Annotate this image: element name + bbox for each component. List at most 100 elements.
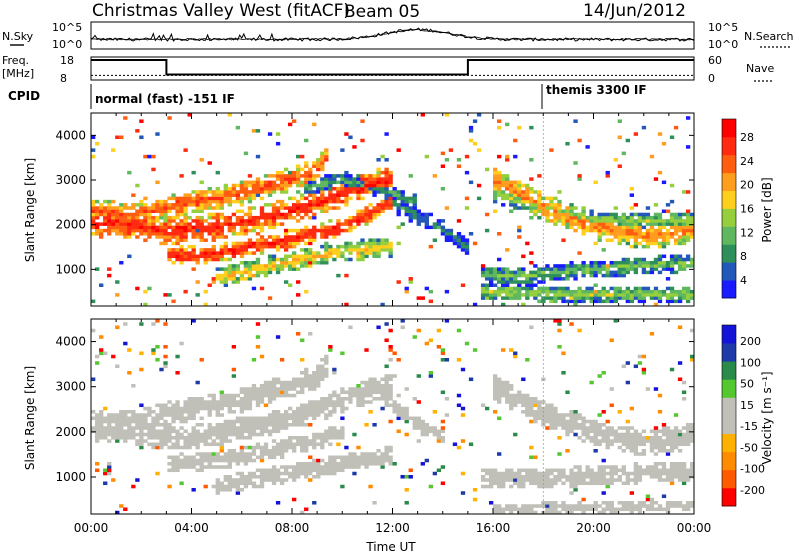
- velocity-cell: [565, 475, 570, 479]
- power-cell: [271, 183, 277, 188]
- velocity-cell: [195, 406, 200, 411]
- power-cell: [689, 293, 695, 297]
- velocity-cell: [573, 426, 578, 430]
- power-cell: [545, 196, 550, 201]
- power-cell: [404, 199, 409, 204]
- velocity-cell: [227, 419, 232, 424]
- velocity-cell: [191, 432, 196, 437]
- power-cell: [577, 174, 582, 178]
- power-cell: [183, 148, 188, 152]
- power-cell: [517, 196, 522, 201]
- velocity-cell: [107, 462, 112, 466]
- power-cell: [497, 293, 502, 297]
- velocity-cell: [271, 390, 277, 395]
- velocity-cell: [653, 475, 659, 479]
- velocity-cell: [235, 393, 241, 398]
- power-cell: [203, 193, 208, 197]
- power-cell: [296, 206, 301, 210]
- velocity-cell: [593, 436, 598, 440]
- power-cell: [320, 228, 325, 233]
- velocity-cell: [589, 436, 594, 440]
- power-cell: [271, 206, 277, 210]
- velocity-cell: [316, 364, 321, 369]
- power-cell: [637, 289, 643, 294]
- power-cell: [336, 199, 341, 204]
- velocity-cell: [360, 380, 365, 385]
- velocity-cell: [428, 484, 433, 489]
- power-cell: [308, 190, 313, 194]
- velocity-cell: [187, 403, 192, 408]
- power-cell: [219, 267, 224, 271]
- velocity-cell: [151, 423, 156, 427]
- power-cell: [589, 219, 594, 223]
- velocity-cell: [533, 478, 538, 482]
- power-cell: [625, 138, 630, 143]
- velocity-cell: [211, 458, 216, 463]
- power-cell: [195, 196, 200, 201]
- velocity-cell: [541, 400, 546, 404]
- velocity-colorbar-swatch: [722, 325, 736, 344]
- power-cell: [408, 277, 413, 281]
- velocity-cell: [669, 478, 675, 482]
- power-cell: [673, 270, 679, 275]
- velocity-cell: [569, 507, 574, 512]
- power-cell: [497, 257, 502, 262]
- power-cell: [231, 248, 237, 252]
- power-cell: [123, 219, 128, 223]
- power-cell: [340, 244, 345, 249]
- power-cell: [589, 222, 594, 226]
- power-cell: [235, 222, 241, 226]
- velocity-cell: [529, 413, 534, 417]
- velocity-colorbar-tick: 50: [740, 378, 754, 391]
- velocity-cell: [561, 504, 566, 508]
- power-cell: [320, 254, 325, 259]
- power-cell: [251, 180, 257, 185]
- velocity-cell: [199, 432, 204, 437]
- power-cell: [296, 241, 301, 246]
- power-cell: [669, 264, 675, 268]
- power-cell: [275, 177, 281, 181]
- power-cell: [581, 215, 586, 220]
- velocity-cell: [316, 436, 321, 440]
- power-cell: [215, 203, 220, 207]
- power-cell: [517, 125, 522, 130]
- velocity-cell: [609, 501, 614, 505]
- power-cell: [420, 219, 425, 223]
- power-cell: [581, 296, 586, 300]
- power-cell: [649, 222, 655, 226]
- power-cell: [549, 296, 554, 300]
- power-cell: [653, 235, 659, 239]
- power-cell: [529, 158, 534, 162]
- velocity-cell: [279, 384, 285, 388]
- velocity-cell: [521, 393, 526, 398]
- power-cell: [219, 190, 224, 194]
- velocity-cell: [677, 442, 683, 447]
- power-cell: [195, 209, 200, 214]
- velocity-cell: [493, 481, 498, 486]
- velocity-cell: [605, 481, 610, 486]
- power-cell: [468, 125, 474, 130]
- velocity-cell: [553, 504, 558, 508]
- velocity-cell: [589, 380, 594, 385]
- velocity-cell: [95, 416, 100, 421]
- velocity-cell: [368, 410, 373, 414]
- velocity-cell: [231, 400, 237, 404]
- velocity-cell: [661, 432, 667, 437]
- power-cell: [159, 215, 164, 220]
- power-cell: [308, 228, 313, 233]
- velocity-cell: [497, 377, 502, 382]
- velocity-cell: [529, 510, 534, 515]
- velocity-cell: [159, 416, 164, 421]
- velocity-cell: [605, 442, 610, 447]
- velocity-cell: [352, 452, 357, 456]
- power-cell: [239, 183, 245, 188]
- velocity-cell: [673, 504, 679, 508]
- power-cell: [255, 180, 261, 185]
- power-cell: [581, 219, 586, 223]
- velocity-cell: [368, 458, 373, 463]
- cpid-mode-themis: themis 3300 IF: [546, 83, 647, 97]
- velocity-cell: [677, 475, 683, 479]
- power-cell: [283, 232, 289, 236]
- velocity-cell: [436, 429, 442, 434]
- power-cell: [223, 190, 228, 194]
